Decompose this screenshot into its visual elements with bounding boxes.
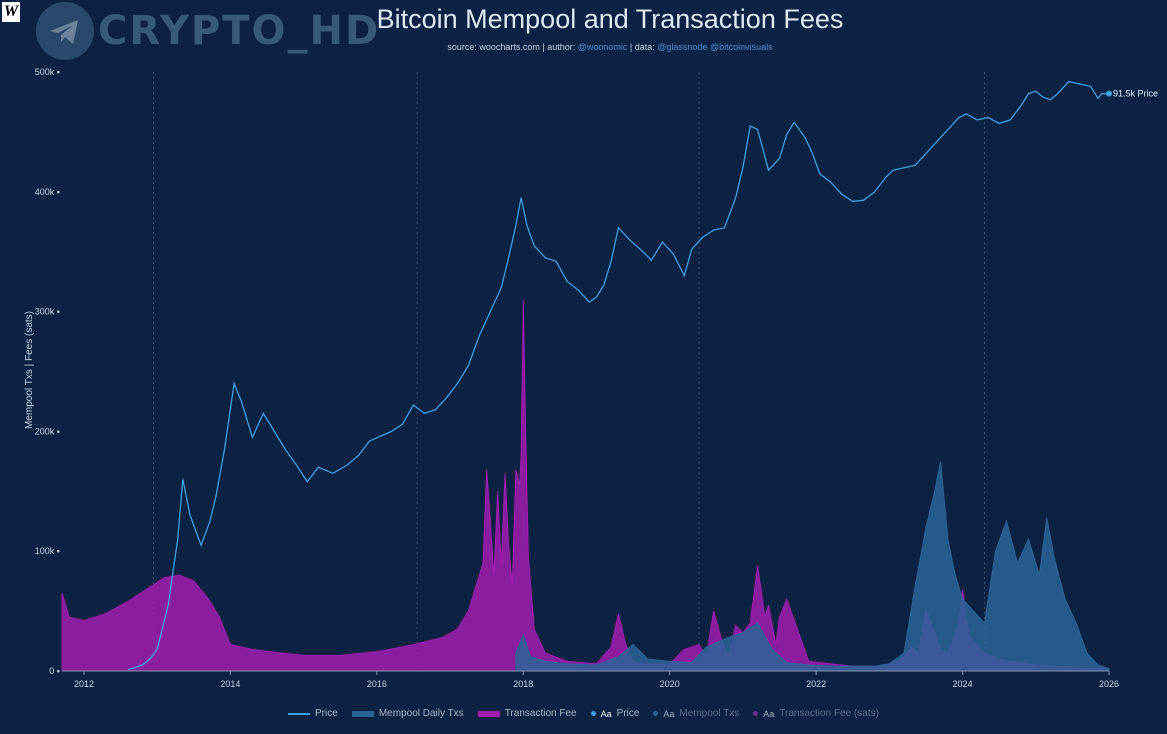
y-tick-label: 400k ▪ <box>35 187 60 197</box>
mempool-swatch <box>351 710 374 717</box>
data-prefix: | data: <box>627 42 658 52</box>
mempool-dot-icon <box>653 711 659 716</box>
legend-item-fee[interactable]: Transaction Fee <box>477 708 577 719</box>
x-tick-label: 2026 <box>1099 679 1119 689</box>
author-link[interactable]: @woonomic <box>577 42 628 52</box>
telegram-icon <box>36 2 94 60</box>
toggle-mempool-label[interactable]: Aa Mempool Txs <box>653 708 739 719</box>
x-tick-label: 2020 <box>660 679 680 689</box>
x-tick-label: 2014 <box>220 679 240 689</box>
legend-item-price[interactable]: Price <box>288 708 338 719</box>
y-tick-label: 300k ▪ <box>35 307 60 317</box>
legend-price-label: Price <box>315 708 338 719</box>
y-tick-label: 200k ▪ <box>35 426 60 436</box>
fee-dot-icon <box>753 711 759 716</box>
source-prefix: source: <box>447 42 480 52</box>
mempool-area <box>515 461 1110 672</box>
x-tick-label: 2018 <box>513 679 533 689</box>
chart-grid <box>153 72 986 671</box>
x-tick-label: 2024 <box>953 679 973 689</box>
fee-swatch <box>477 710 500 717</box>
y-axis-label: Mempool Txs | Fees (sats) <box>24 311 35 429</box>
y-tick-label: 0 ▪ <box>49 666 60 676</box>
data-sources-link[interactable]: @glassnode @bitcoinvisuals <box>657 42 773 52</box>
chart-axes: 0 ▪ 100k ▪ 200k ▪ 300k ▪ 400k ▪ 500k ▪ 2012 201… <box>35 67 1119 689</box>
author-prefix: | author: <box>539 42 578 52</box>
price-line-layer: 91.5k Price <box>127 80 1158 671</box>
legend-fee-label: Transaction Fee <box>504 708 577 719</box>
chart-subtitle: source: woocharts.com | author: @woonomi… <box>0 42 1167 52</box>
legend: Price Mempool Daily Txs Transaction Fee … <box>0 708 1167 719</box>
toggle-fee-text: Transaction Fee (sats) <box>779 708 879 719</box>
toggle-price-text: Price <box>616 708 640 719</box>
toggle-fee-label[interactable]: Aa Transaction Fee (sats) <box>753 708 879 719</box>
price-line <box>127 80 1109 671</box>
price-end-marker <box>1106 90 1112 97</box>
legend-item-mempool[interactable]: Mempool Daily Txs <box>351 708 464 719</box>
toggle-price-label[interactable]: Aa Price <box>590 708 640 719</box>
mempool-area-layer <box>515 461 1110 672</box>
text-label-icon: Aa <box>663 708 675 719</box>
text-label-icon: Aa <box>600 708 612 719</box>
x-tick-label: 2016 <box>367 679 387 689</box>
y-tick-label: 500k ▪ <box>35 67 60 77</box>
watermark-brand: CRYPTO_HD <box>98 8 381 54</box>
toggle-mempool-text: Mempool Txs <box>679 708 740 719</box>
y-tick-label: 100k ▪ <box>35 546 60 556</box>
x-tick-label: 2012 <box>74 679 94 689</box>
woocharts-logo: W <box>2 2 20 22</box>
chart-title: Bitcoin Mempool and Transaction Fees <box>376 4 844 34</box>
x-tick-label: 2022 <box>806 679 826 689</box>
price-dot-icon <box>590 711 596 716</box>
text-label-icon: Aa <box>763 708 775 719</box>
source-text: woocharts.com <box>479 42 540 52</box>
price-end-label: 91.5k Price <box>1113 89 1158 99</box>
legend-mempool-label: Mempool Daily Txs <box>378 708 464 719</box>
price-swatch <box>288 712 311 715</box>
